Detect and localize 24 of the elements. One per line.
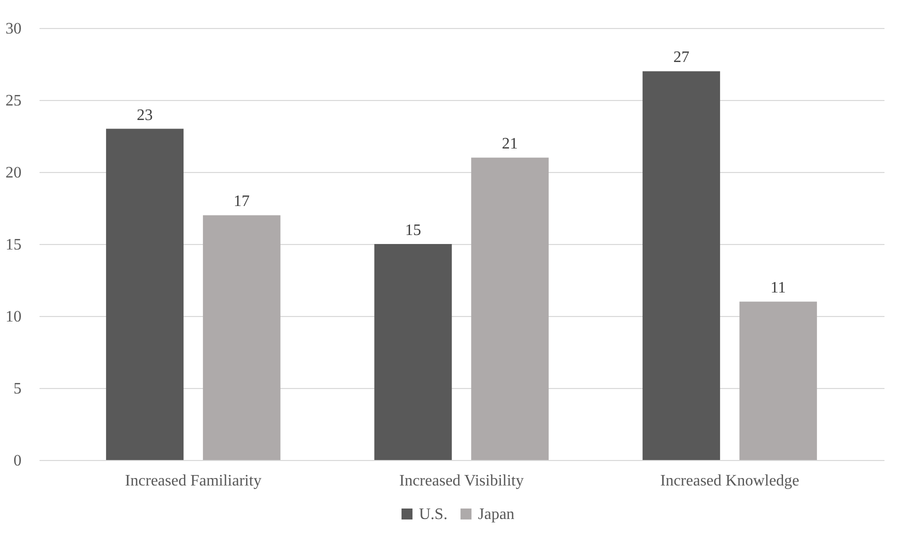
data-label: 21 bbox=[502, 136, 518, 153]
bar bbox=[739, 302, 817, 460]
legend-label: Japan bbox=[478, 506, 514, 523]
y-tick-label: 5 bbox=[14, 380, 22, 398]
data-label: 11 bbox=[770, 280, 786, 297]
x-tick-label: Increased Familiarity bbox=[125, 472, 262, 490]
x-tick-label: Increased Knowledge bbox=[660, 472, 800, 490]
bar bbox=[202, 215, 280, 460]
bar bbox=[106, 128, 184, 460]
data-label: 27 bbox=[673, 49, 690, 66]
data-label: 15 bbox=[405, 222, 422, 239]
y-tick-label: 25 bbox=[6, 92, 22, 110]
data-label: 23 bbox=[136, 106, 153, 124]
y-tick-label: 30 bbox=[6, 20, 22, 38]
y-tick-label: 0 bbox=[14, 452, 22, 470]
y-tick-label: 15 bbox=[6, 236, 22, 254]
legend-label: U.S. bbox=[419, 506, 448, 523]
y-tick-label: 10 bbox=[6, 308, 22, 326]
bar bbox=[471, 158, 549, 460]
x-tick-label: Increased Visibility bbox=[399, 472, 524, 490]
bar bbox=[374, 244, 452, 460]
data-label: 17 bbox=[234, 193, 250, 210]
y-tick-label: 20 bbox=[6, 164, 22, 182]
bar bbox=[642, 71, 720, 460]
